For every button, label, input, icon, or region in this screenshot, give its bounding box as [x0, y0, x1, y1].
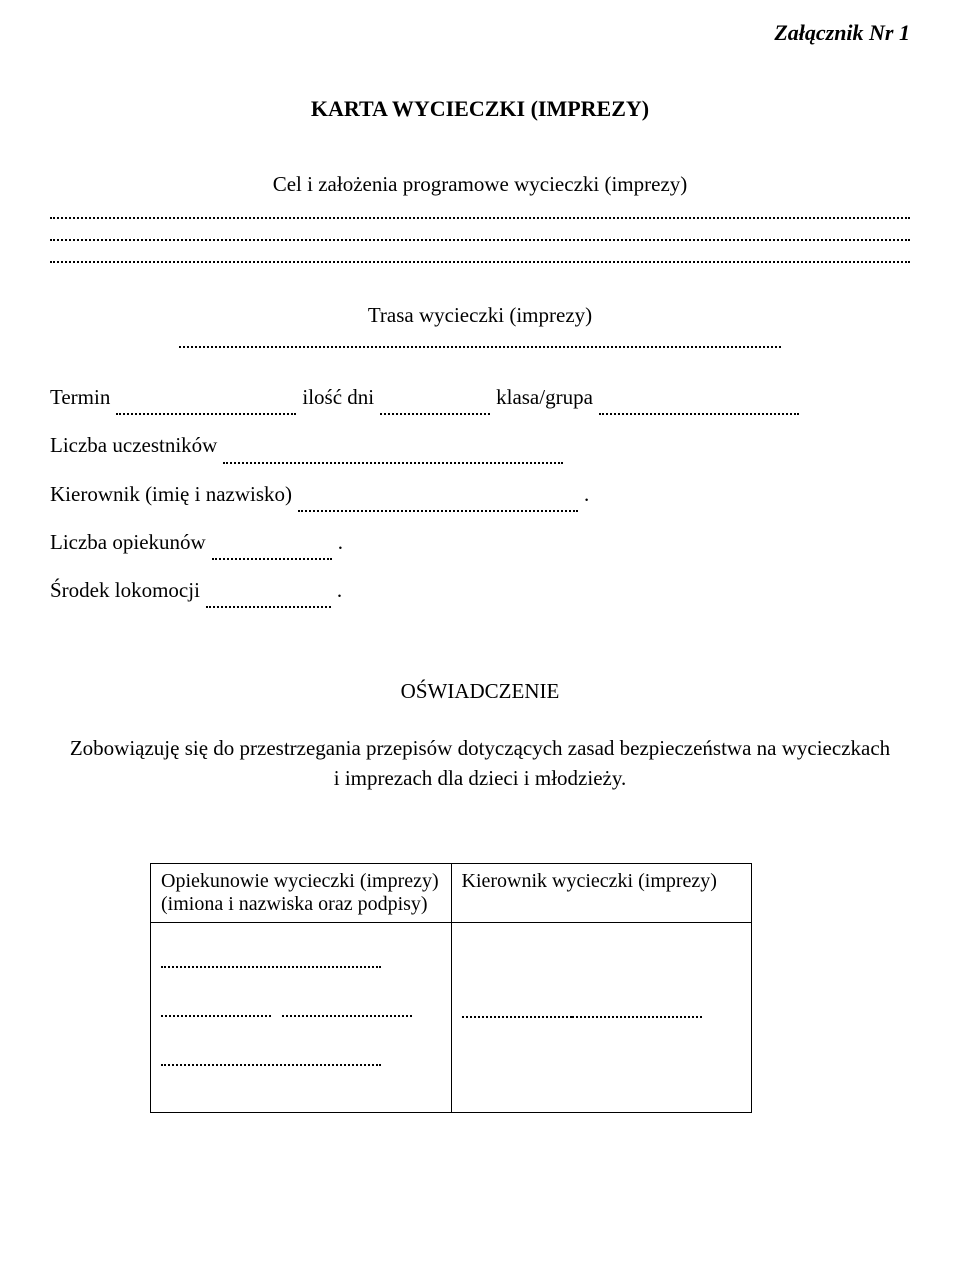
goal-label: Cel i założenia programowe wycieczki (im… [50, 172, 910, 197]
sig-right-header: Kierownik wycieczki (imprezy) [462, 870, 717, 892]
label-liczba-uczestnikow: Liczba uczestników [50, 421, 217, 469]
goal-input-line-3[interactable] [50, 261, 910, 263]
input-srodek-lokomocji[interactable] [206, 560, 331, 608]
attachment-label: Załącznik Nr 1 [50, 20, 910, 46]
sig-left-dots-1[interactable] [161, 966, 381, 968]
sig-right-dots-1b[interactable] [572, 1016, 702, 1018]
sig-left-line2: (imiona i nazwiska oraz podpisy) [161, 893, 428, 915]
page-title: KARTA WYCIECZKI (IMPREZY) [50, 96, 910, 122]
declaration-line-1: Zobowiązuję się do przestrzegania przepi… [70, 736, 890, 760]
sig-body-right[interactable] [451, 923, 752, 1113]
input-kierownik[interactable] [298, 464, 578, 512]
label-srodek-lokomocji: Środek lokomocji [50, 566, 200, 614]
row-srodek-lokomocji: Środek lokomocji . [50, 566, 910, 614]
signature-table: Opiekunowie wycieczki (imprezy) (imiona … [150, 863, 752, 1113]
sig-header-left: Opiekunowie wycieczki (imprezy) (imiona … [151, 864, 452, 923]
goal-input-line-1[interactable] [50, 217, 910, 219]
row-liczba-uczestnikow: Liczba uczestników [50, 421, 910, 469]
row-termin-ilosc-klasa: Termin ilość dni klasa/grupa [50, 373, 910, 421]
label-ilosc-dni: ilość dni [302, 373, 374, 421]
goal-input-line-2[interactable] [50, 239, 910, 241]
label-liczba-opiekunow: Liczba opiekunów [50, 518, 206, 566]
route-label: Trasa wycieczki (imprezy) [50, 303, 910, 328]
fields-block: Termin ilość dni klasa/grupa Liczba ucze… [50, 373, 910, 614]
punct-dot-2: . [338, 518, 343, 566]
sig-left-line1: Opiekunowie wycieczki (imprezy) [161, 870, 439, 892]
sig-header-right: Kierownik wycieczki (imprezy) [451, 864, 752, 923]
sig-left-dots-2a[interactable] [161, 1015, 271, 1017]
declaration-title: OŚWIADCZENIE [50, 679, 910, 704]
punct-dot-3: . [337, 566, 342, 614]
declaration-line-2: i imprezach dla dzieci i młodzieży. [334, 766, 627, 790]
row-kierownik: Kierownik (imię i nazwisko) . [50, 470, 910, 518]
sig-body-left[interactable] [151, 923, 452, 1113]
sig-left-dots-2b[interactable] [282, 1015, 412, 1017]
declaration-body: Zobowiązuję się do przestrzegania przepi… [50, 734, 910, 793]
input-termin[interactable] [116, 367, 296, 415]
punct-dot-1: . [584, 470, 589, 518]
input-liczba-uczestnikow[interactable] [223, 415, 563, 463]
sig-right-dots-1a[interactable] [462, 1016, 572, 1018]
input-liczba-opiekunow[interactable] [212, 512, 332, 560]
route-input-line[interactable] [179, 346, 781, 348]
sig-left-dots-3[interactable] [161, 1064, 381, 1066]
label-klasa-grupa: klasa/grupa [496, 373, 593, 421]
label-termin: Termin [50, 373, 110, 421]
label-kierownik: Kierownik (imię i nazwisko) [50, 470, 292, 518]
input-ilosc-dni[interactable] [380, 367, 490, 415]
input-klasa-grupa[interactable] [599, 367, 799, 415]
row-liczba-opiekunow: Liczba opiekunów . [50, 518, 910, 566]
